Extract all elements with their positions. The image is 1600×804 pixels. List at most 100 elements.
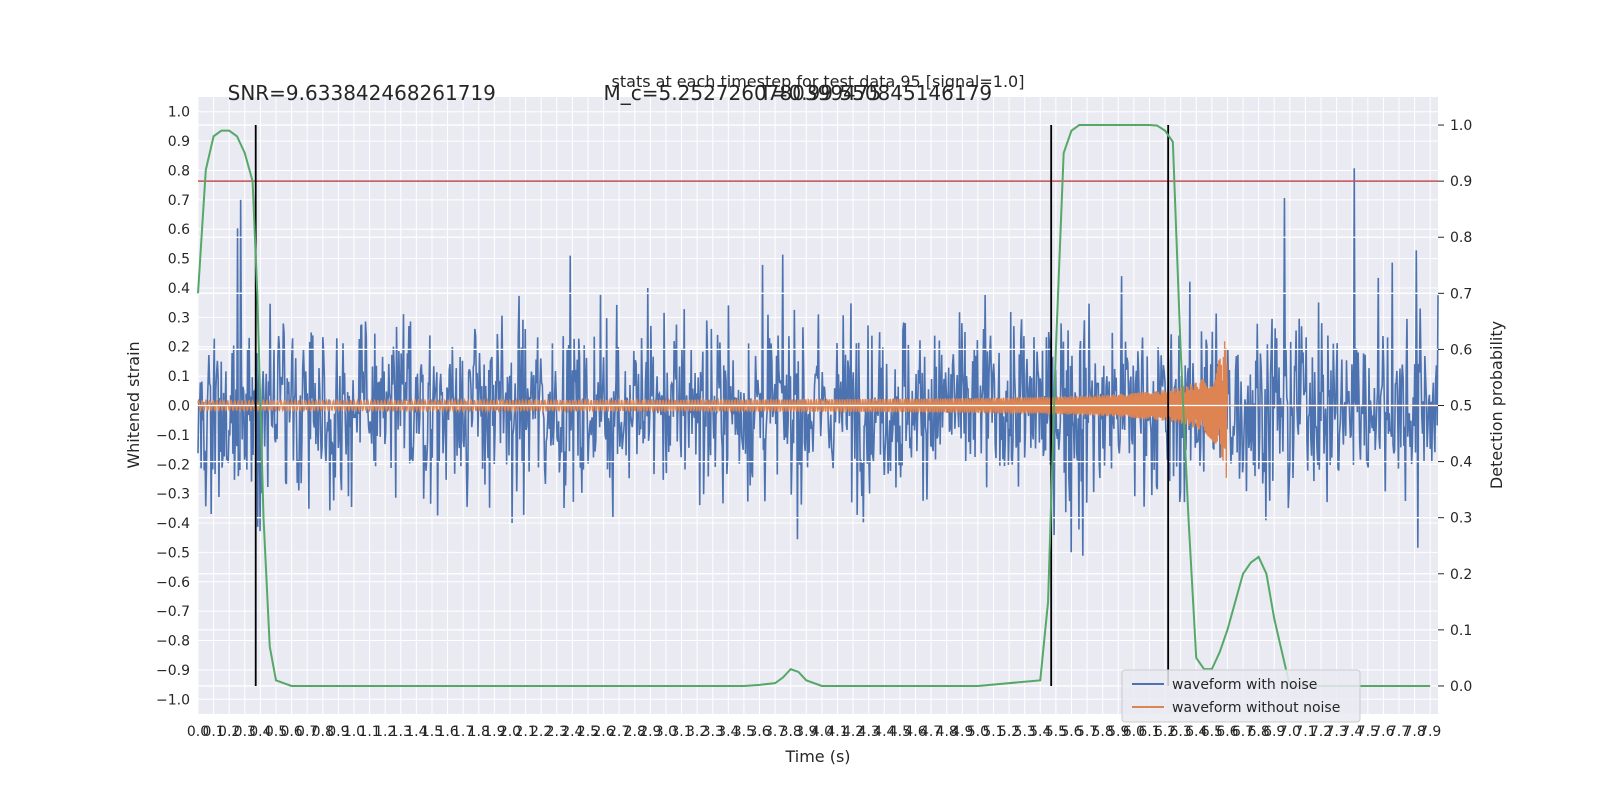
x-tick-label-21: 2.1 xyxy=(514,724,536,740)
y-tick-label-4: −0.6 xyxy=(156,575,190,591)
x-tick-label-24: 2.4 xyxy=(561,724,583,740)
x-tick-label-72: 7.2 xyxy=(1310,724,1332,740)
x-tick-label-41: 4.1 xyxy=(826,724,848,740)
x-tick-label-9: 0.9 xyxy=(327,724,349,740)
annotation-1: M_c=5.2527260780399475 xyxy=(604,81,882,105)
y-tick-label-3: −0.7 xyxy=(156,604,190,620)
x-tick-label-48: 4.8 xyxy=(936,724,958,740)
y2-tick-label-2: 0.2 xyxy=(1450,567,1472,583)
y2-tick-label-5: 0.5 xyxy=(1450,399,1472,415)
x-tick-label-20: 2.0 xyxy=(499,724,521,740)
x-tick-label-65: 6.5 xyxy=(1201,724,1223,740)
x-tick-label-7: 0.7 xyxy=(296,724,318,740)
legend-box xyxy=(1121,669,1361,723)
y-ticks: −1.0 −0.9 −0.8 −0.7 −0.6 −0.5 −0.4 −0.3 −0.2 −0.1… xyxy=(156,105,190,709)
y2-tick-label-1: 0.1 xyxy=(1450,623,1472,639)
y-tick-label-2: −0.8 xyxy=(156,634,190,650)
x-tick-label-77: 7.7 xyxy=(1388,724,1410,740)
x-tick-label-16: 1.6 xyxy=(436,724,458,740)
x-ticks: 0.00.10.20.30.40.50.60.70.80.91.01.11.21… xyxy=(187,724,1441,740)
x-tick-label-49: 4.9 xyxy=(951,724,973,740)
y-axis-label: Whitened strain xyxy=(124,341,143,468)
y2-tick-label-10: 1.0 xyxy=(1450,118,1472,134)
x-tick-label-14: 1.4 xyxy=(405,724,427,740)
series-prob-group xyxy=(197,124,1431,687)
x-tick-label-76: 7.6 xyxy=(1372,724,1394,740)
y-tick-label-9: −0.1 xyxy=(156,428,190,444)
y-tick-label-11: 0.1 xyxy=(168,369,190,385)
x-tick-label-33: 3.3 xyxy=(702,724,724,740)
y-tick-label-15: 0.5 xyxy=(168,252,190,268)
x-tick-label-44: 4.4 xyxy=(873,724,895,740)
x-tick-label-60: 6.0 xyxy=(1123,724,1145,740)
x-tick-label-13: 1.3 xyxy=(390,724,412,740)
x-tick-label-45: 4.5 xyxy=(889,724,911,740)
y-tick-label-8: −0.2 xyxy=(156,457,190,473)
x-tick-label-5: 0.5 xyxy=(265,724,287,740)
x-tick-label-66: 6.6 xyxy=(1216,724,1238,740)
x-tick-label-54: 5.4 xyxy=(1029,724,1051,740)
y-tick-label-13: 0.3 xyxy=(168,310,190,326)
y-tick-label-5: −0.5 xyxy=(156,545,190,561)
series-noise-group xyxy=(197,168,1439,556)
y-tick-label-0: −1.0 xyxy=(156,692,190,708)
x-tick-label-12: 1.2 xyxy=(374,724,396,740)
x-tick-label-4: 0.4 xyxy=(249,724,271,740)
x-tick-label-73: 7.3 xyxy=(1325,724,1347,740)
y-tick-label-19: 0.9 xyxy=(168,134,190,150)
x-tick-label-23: 2.3 xyxy=(546,724,568,740)
x-tick-label-71: 7.1 xyxy=(1294,724,1316,740)
x-tick-label-70: 7.0 xyxy=(1279,724,1301,740)
x-tick-label-0: 0.0 xyxy=(187,724,209,740)
x-tick-label-28: 2.8 xyxy=(624,724,646,740)
y2-tick-label-7: 0.7 xyxy=(1450,286,1472,302)
grid-horizontal xyxy=(198,111,1438,700)
x-tick-label-2: 0.2 xyxy=(218,724,240,740)
x-tick-label-40: 4.0 xyxy=(811,724,833,740)
vlines-group xyxy=(254,125,1170,686)
x-tick-label-37: 3.7 xyxy=(764,724,786,740)
x-tick-label-17: 1.7 xyxy=(452,724,474,740)
x-tick-label-59: 5.9 xyxy=(1107,724,1129,740)
y-tick-label-6: −0.4 xyxy=(156,516,190,532)
x-tick-label-15: 1.5 xyxy=(421,724,443,740)
y2-tick-label-9: 0.9 xyxy=(1450,174,1472,190)
y2-axis-label: Detection probability xyxy=(1487,321,1506,489)
annotation-2: T=0.99 550845146179 xyxy=(759,81,993,105)
x-tick-label-78: 7.8 xyxy=(1403,724,1425,740)
legend-label-noise: waveform with noise xyxy=(1172,677,1317,693)
x-tick-label-51: 5.1 xyxy=(982,724,1004,740)
x-tick-label-64: 6.4 xyxy=(1185,724,1207,740)
annotation-0: SNR=9.633842468261719 xyxy=(228,81,496,105)
x-tick-label-68: 6.8 xyxy=(1247,724,1269,740)
y2-tick-label-4: 0.4 xyxy=(1450,455,1472,471)
x-tick-label-79: 7.9 xyxy=(1419,724,1441,740)
x-tick-label-8: 0.8 xyxy=(312,724,334,740)
x-tick-label-10: 1.0 xyxy=(343,724,365,740)
y-tick-label-17: 0.7 xyxy=(168,193,190,209)
x-tick-label-69: 6.9 xyxy=(1263,724,1285,740)
x-tick-label-1: 0.1 xyxy=(202,724,224,740)
y2-ticks: 0.0 0.1 0.2 0.3 0.4 0.5 0.6 0.7 0.8 0.9 1.0 xyxy=(1438,118,1472,695)
x-tick-label-38: 3.8 xyxy=(780,724,802,740)
x-axis-label: Time (s) xyxy=(784,747,850,766)
x-tick-label-61: 6.1 xyxy=(1138,724,1160,740)
x-tick-label-27: 2.7 xyxy=(608,724,630,740)
x-tick-label-67: 6.7 xyxy=(1232,724,1254,740)
y2-tick-label-0: 0.0 xyxy=(1450,679,1472,695)
x-tick-label-36: 3.6 xyxy=(748,724,770,740)
x-tick-label-56: 5.6 xyxy=(1060,724,1082,740)
x-tick-label-19: 1.9 xyxy=(483,724,505,740)
x-tick-label-74: 7.4 xyxy=(1341,724,1363,740)
y2-tick-label-8: 0.8 xyxy=(1450,230,1472,246)
chart-title: stats at each timestep for test data 95 … xyxy=(612,72,1025,91)
y-tick-label-20: 1.0 xyxy=(168,105,190,121)
x-tick-label-58: 5.8 xyxy=(1092,724,1114,740)
x-tick-label-35: 3.5 xyxy=(733,724,755,740)
x-tick-label-46: 4.6 xyxy=(904,724,926,740)
x-tick-label-22: 2.2 xyxy=(530,724,552,740)
x-tick-label-42: 4.2 xyxy=(842,724,864,740)
x-tick-label-11: 1.1 xyxy=(358,724,380,740)
series-line-detection-probability xyxy=(197,124,1431,687)
